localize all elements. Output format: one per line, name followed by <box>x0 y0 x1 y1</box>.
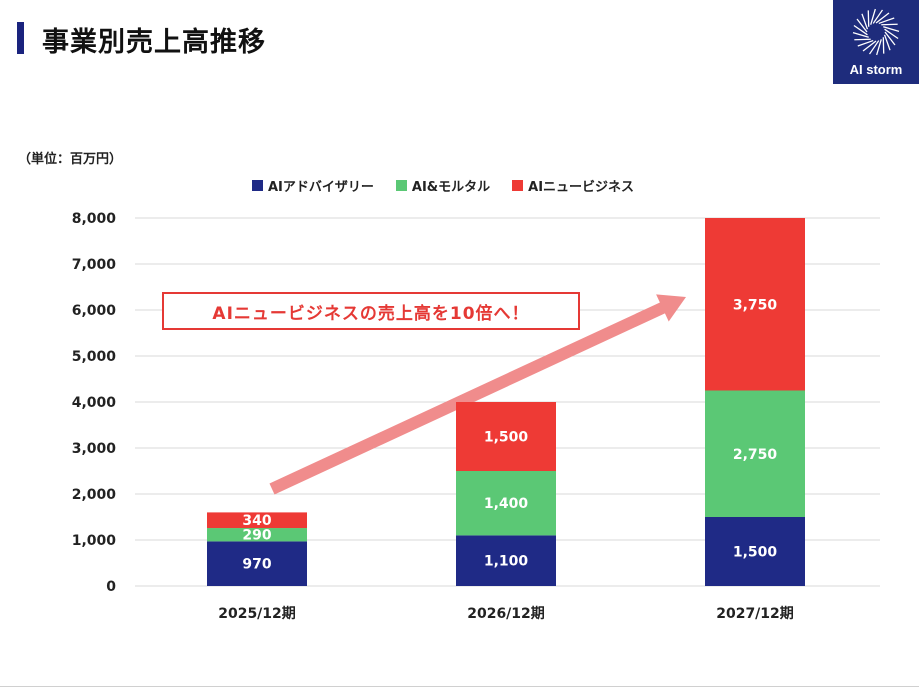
bar-newbusiness-2 <box>456 402 556 471</box>
data-label: 970 <box>242 557 271 573</box>
page-title: 事業別売上高推移 <box>42 27 266 58</box>
y-tick-label: 1,000 <box>72 533 117 549</box>
growth-arrow <box>269 294 686 495</box>
legend-swatch-newbusiness <box>512 180 524 191</box>
bar-advisory-3 <box>705 517 805 586</box>
chart-legend: AIアドバイザリー AI&モルタル AIニュービジネス <box>252 176 634 195</box>
data-label: 1,400 <box>484 496 529 512</box>
y-tick-label: 7,000 <box>72 257 117 273</box>
y-tick-label: 0 <box>106 579 116 595</box>
legend-item-newbusiness: AIニュービジネス <box>512 176 634 195</box>
title-accent-bar <box>17 22 24 54</box>
bar-newbusiness-3 <box>705 218 805 391</box>
logo-swirl-icon <box>852 8 900 56</box>
y-tick-label: 4,000 <box>72 395 117 411</box>
data-label: 1,500 <box>733 545 778 561</box>
logo-text: AI storm <box>849 62 903 77</box>
bar-mortar-2 <box>456 471 556 536</box>
y-tick-label: 2,000 <box>72 487 117 503</box>
bar-advisory-1 <box>207 541 307 586</box>
bar-newbusiness-1 <box>207 512 307 529</box>
legend-swatch-mortar <box>395 180 407 191</box>
y-tick-label: 3,000 <box>72 441 117 457</box>
growth-callout: AIニュービジネスの売上高を10倍へ！ <box>162 292 580 330</box>
y-tick-label: 5,000 <box>72 349 117 365</box>
data-label: 340 <box>242 513 271 529</box>
y-tick-label: 8,000 <box>72 211 117 227</box>
legend-label-advisory: AIアドバイザリー <box>268 180 374 195</box>
data-label: 3,750 <box>733 297 778 313</box>
legend-label-newbusiness: AIニュービジネス <box>528 180 635 195</box>
x-tick-label: 2026/12期 <box>467 606 545 622</box>
legend-swatch-advisory <box>252 180 263 191</box>
bar-advisory-2 <box>456 535 556 586</box>
bar-mortar-3 <box>705 390 805 517</box>
data-label: 290 <box>242 528 271 544</box>
legend-label-mortar: AI&モルタル <box>411 180 491 195</box>
y-tick-label: 6,000 <box>72 303 117 319</box>
data-label: 1,500 <box>484 430 529 446</box>
unit-label: （単位：百万円） <box>18 152 123 167</box>
data-label: 2,750 <box>733 447 778 463</box>
x-tick-label: 2027/12期 <box>716 606 794 622</box>
bar-mortar-1 <box>207 528 307 542</box>
x-tick-label: 2025/12期 <box>218 606 296 622</box>
data-label: 1,100 <box>484 554 529 570</box>
legend-item-advisory: AIアドバイザリー <box>252 176 374 195</box>
ai-storm-logo: AI storm <box>833 0 919 84</box>
bottom-divider <box>0 686 919 687</box>
legend-item-mortar: AI&モルタル <box>395 176 491 195</box>
